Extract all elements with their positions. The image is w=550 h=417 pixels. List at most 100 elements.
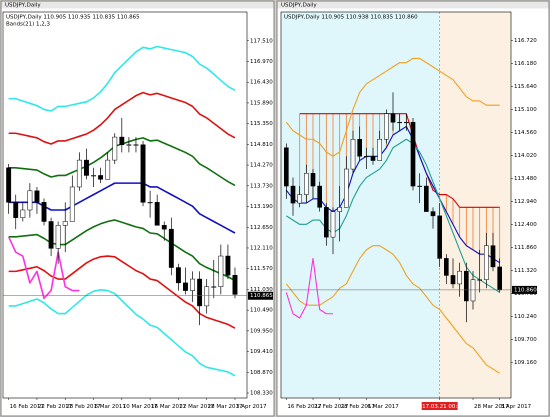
y-tick-label: 111.860 [514, 245, 537, 251]
candle-body [484, 245, 489, 280]
x-tick-label: 28 Feb 2017 [66, 404, 101, 410]
last-price-box [512, 285, 537, 294]
y-tick-label: 116.720 [514, 38, 537, 44]
candle-body [48, 221, 54, 249]
crosshair-label: 2017.03.21 00:00 [415, 404, 465, 410]
candle-body [390, 113, 396, 123]
y-tick-label: 115.100 [514, 107, 537, 113]
candle-body [225, 255, 231, 276]
candle-body [190, 278, 195, 291]
plot-background [3, 12, 247, 398]
candle-body [417, 185, 422, 187]
candle-body [27, 190, 33, 211]
chart-window[interactable]: USDJPY,Daily 116.720 116.180 115.640 115.100… [276, 0, 550, 417]
indicator-line [8, 91, 236, 145]
x-tick-label: 28 Feb 2017 [341, 404, 376, 410]
candle-body [470, 279, 476, 302]
candle-body [430, 211, 436, 217]
window-title: USDJPY,Daily [5, 3, 41, 9]
candle-body [119, 136, 125, 146]
candle-body [133, 144, 139, 146]
candle-body [317, 185, 322, 208]
y-tick-label: 109.950 [250, 328, 273, 334]
y-tick-label: 114.270 [250, 163, 273, 169]
x-tick-label: 22 Feb 2017 [314, 404, 349, 410]
y-tick-label: 113.480 [514, 176, 537, 182]
x-tick-label: 16 Feb 2017 [287, 404, 322, 410]
candle-body [55, 225, 61, 249]
candle-body [297, 194, 302, 204]
y-tick-label: 112.940 [514, 199, 537, 205]
candle-body [76, 159, 82, 188]
candle-body [218, 255, 224, 287]
last-price-box [248, 291, 273, 300]
y-tick-label: 115.890 [250, 100, 273, 106]
plot-border [280, 11, 512, 399]
x-tick-label: 3 Apr 2017 [236, 404, 267, 410]
indicator-line [286, 138, 500, 293]
candle-body [437, 215, 442, 259]
plot-background [439, 12, 511, 398]
y-tick-label: 117.510 [250, 38, 273, 44]
candle-body [161, 225, 167, 230]
candle-body [112, 136, 118, 161]
candle-body [337, 207, 342, 212]
indicator-line [285, 245, 500, 374]
candle-body [410, 121, 416, 187]
x-tick-label: 28 Mar 2017 [474, 404, 509, 410]
last-price-label: 110.865 [250, 293, 273, 299]
y-tick-label: 114.020 [514, 153, 537, 159]
candle-body [397, 121, 402, 124]
candle-body [457, 270, 462, 285]
candle-body [204, 286, 210, 307]
candle-body [497, 266, 502, 291]
candle-body [404, 121, 409, 124]
candle-body [344, 168, 349, 208]
plot-background [281, 12, 440, 398]
last-price-label: 110.860 [514, 287, 537, 293]
candle-body [310, 173, 316, 187]
x-tick-label: 16 Mar 2017 [151, 404, 186, 410]
candle-body [84, 159, 89, 176]
y-tick-label: 111.570 [250, 266, 273, 272]
title-bar [277, 1, 549, 9]
candle-body [490, 245, 496, 268]
plot-border [2, 11, 248, 399]
candle-body [13, 202, 19, 218]
candle-body [370, 156, 376, 161]
window-title: USDJPY,Daily [281, 3, 317, 9]
candle-body [20, 209, 26, 218]
x-tick-label: 3 Apr 2017 [501, 404, 532, 410]
y-tick-label: 109.160 [514, 360, 537, 366]
indicator-line [7, 236, 80, 300]
y-tick-label: 115.640 [514, 84, 537, 90]
candle-body [154, 202, 160, 226]
indicator-line [285, 257, 333, 319]
x-tick-label: 22 Mar 2017 [179, 404, 214, 410]
indicator-line [285, 57, 500, 157]
x-tick-label: 6 Mar 2017 [95, 404, 127, 410]
candle-body [330, 211, 336, 238]
chart-subtitle: Bands(21) 1,2,3 [6, 22, 51, 28]
indicator-line [8, 289, 236, 377]
candle-body [6, 167, 12, 203]
x-tick-label: 10 Mar 2017 [123, 404, 158, 410]
crosshair-label-box [421, 402, 458, 410]
y-tick-label: 112.400 [514, 222, 537, 228]
candle-body [211, 286, 217, 288]
y-tick-label: 108.870 [250, 370, 273, 376]
candle-body [34, 190, 40, 203]
indicator-line [8, 255, 236, 329]
chart-title: USDJPY,Daily 110.905 110.938 110.835 110… [284, 15, 418, 21]
candle-body [69, 186, 75, 222]
y-tick-label: 111.030 [250, 287, 273, 293]
y-tick-label: 112.110 [250, 245, 273, 251]
x-tick-label: 28 Mar 2017 [208, 404, 243, 410]
candle-body [324, 207, 329, 238]
y-tick-label: 108.330 [250, 391, 273, 397]
chart-title: USDJPY,Daily 110.905 110.935 110.835 110… [6, 15, 140, 21]
candle-body [364, 156, 369, 158]
y-tick-label: 110.490 [250, 308, 273, 314]
chart-window[interactable]: USDJPY,Daily 117.510 116.970 116.430 115.890… [0, 0, 275, 417]
y-tick-label: 116.970 [250, 59, 273, 65]
